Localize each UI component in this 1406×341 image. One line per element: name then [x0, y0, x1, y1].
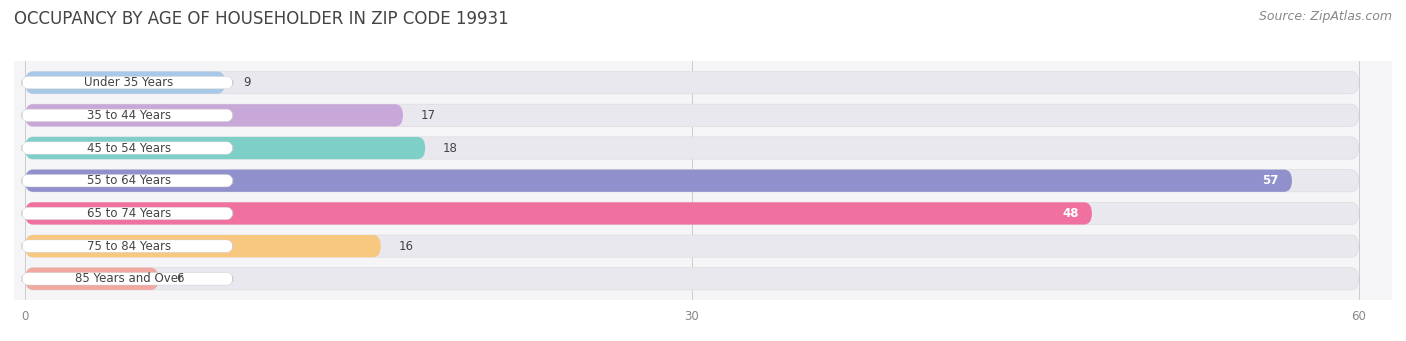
Text: 35 to 44 Years: 35 to 44 Years: [87, 109, 172, 122]
Text: Under 35 Years: Under 35 Years: [84, 76, 174, 89]
FancyBboxPatch shape: [25, 235, 381, 257]
Text: 9: 9: [243, 76, 250, 89]
FancyBboxPatch shape: [22, 272, 233, 285]
Text: OCCUPANCY BY AGE OF HOUSEHOLDER IN ZIP CODE 19931: OCCUPANCY BY AGE OF HOUSEHOLDER IN ZIP C…: [14, 10, 509, 28]
FancyBboxPatch shape: [25, 72, 1358, 94]
FancyBboxPatch shape: [25, 268, 1358, 290]
FancyBboxPatch shape: [22, 142, 233, 154]
FancyBboxPatch shape: [22, 207, 233, 220]
Text: 17: 17: [420, 109, 436, 122]
FancyBboxPatch shape: [25, 268, 159, 290]
FancyBboxPatch shape: [25, 169, 1358, 192]
Text: 65 to 74 Years: 65 to 74 Years: [87, 207, 172, 220]
FancyBboxPatch shape: [25, 104, 404, 127]
FancyBboxPatch shape: [22, 76, 233, 89]
FancyBboxPatch shape: [25, 104, 1358, 127]
FancyBboxPatch shape: [25, 137, 425, 159]
FancyBboxPatch shape: [25, 169, 1292, 192]
FancyBboxPatch shape: [25, 235, 1358, 257]
FancyBboxPatch shape: [22, 240, 233, 252]
Text: Source: ZipAtlas.com: Source: ZipAtlas.com: [1258, 10, 1392, 23]
FancyBboxPatch shape: [22, 109, 233, 121]
FancyBboxPatch shape: [25, 72, 225, 94]
Text: 55 to 64 Years: 55 to 64 Years: [87, 174, 172, 187]
FancyBboxPatch shape: [22, 175, 233, 187]
Text: 75 to 84 Years: 75 to 84 Years: [87, 240, 172, 253]
Text: 57: 57: [1263, 174, 1278, 187]
Text: 48: 48: [1062, 207, 1078, 220]
Text: 85 Years and Over: 85 Years and Over: [75, 272, 183, 285]
Text: 18: 18: [443, 142, 458, 154]
FancyBboxPatch shape: [25, 202, 1092, 224]
Text: 6: 6: [176, 272, 184, 285]
Text: 16: 16: [398, 240, 413, 253]
Text: 45 to 54 Years: 45 to 54 Years: [87, 142, 172, 154]
FancyBboxPatch shape: [25, 202, 1358, 224]
FancyBboxPatch shape: [25, 137, 1358, 159]
